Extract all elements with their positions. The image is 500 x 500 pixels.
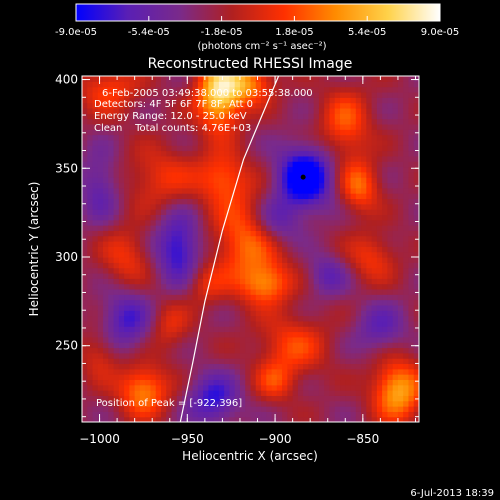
annotation-peak-position: Position of Peak = [-922,396]	[96, 398, 242, 409]
y-tick-label: 400	[55, 73, 78, 87]
heatmap-image	[82, 76, 419, 422]
colorbar-tick-label: -5.4e-05	[128, 27, 170, 38]
colorbar-tick-label: 5.4e-05	[348, 27, 386, 38]
colorbar-unit-label: (photons cm⁻² s⁻¹ asec⁻²)	[197, 41, 326, 52]
x-tick-label: −900	[259, 432, 292, 446]
y-tick-label: 250	[55, 339, 78, 353]
annotation-time: 6-Feb-2005 03:49:38.000 to 03:55:38.000	[102, 88, 313, 99]
colorbar-ticks: -9.0e-05 -5.4e-05 -1.8e-05 1.8e-05 5.4e-05 9.…	[55, 16, 459, 38]
x-tick-label: −1000	[79, 432, 120, 446]
colorbar	[75, 3, 441, 22]
colorbar-tick-label: 1.8e-05	[275, 27, 313, 38]
colorbar-tick-label: -9.0e-05	[55, 27, 97, 38]
y-axis-label: Heliocentric Y (arcsec)	[27, 182, 41, 317]
peak-marker	[300, 174, 306, 180]
plot-frame	[81, 75, 420, 423]
x-tick-label: −850	[346, 432, 379, 446]
colorbar-tick-label: 9.0e-05	[421, 27, 459, 38]
x-tick-label: −950	[171, 432, 204, 446]
y-tick-label: 350	[55, 161, 78, 175]
chart-title: Reconstructed RHESSI Image	[148, 56, 353, 72]
x-axis-label: Heliocentric X (arcsec)	[182, 449, 318, 463]
annotation-clean: Clean Total counts: 4.76E+03	[94, 123, 251, 134]
axes: −1000 −950 −900 −850 250 300 350 400	[55, 73, 419, 446]
annotation-detectors: Detectors: 4F 5F 6F 7F 8F, Att 0	[94, 99, 253, 110]
footer-timestamp: 6-Jul-2013 18:39	[410, 488, 494, 499]
solar-limb-line	[179, 76, 280, 422]
y-tick-label: 300	[55, 250, 78, 264]
colorbar-tick-label: -1.8e-05	[201, 27, 243, 38]
annotation-energy: Energy Range: 12.0 - 25.0 keV	[94, 111, 247, 122]
